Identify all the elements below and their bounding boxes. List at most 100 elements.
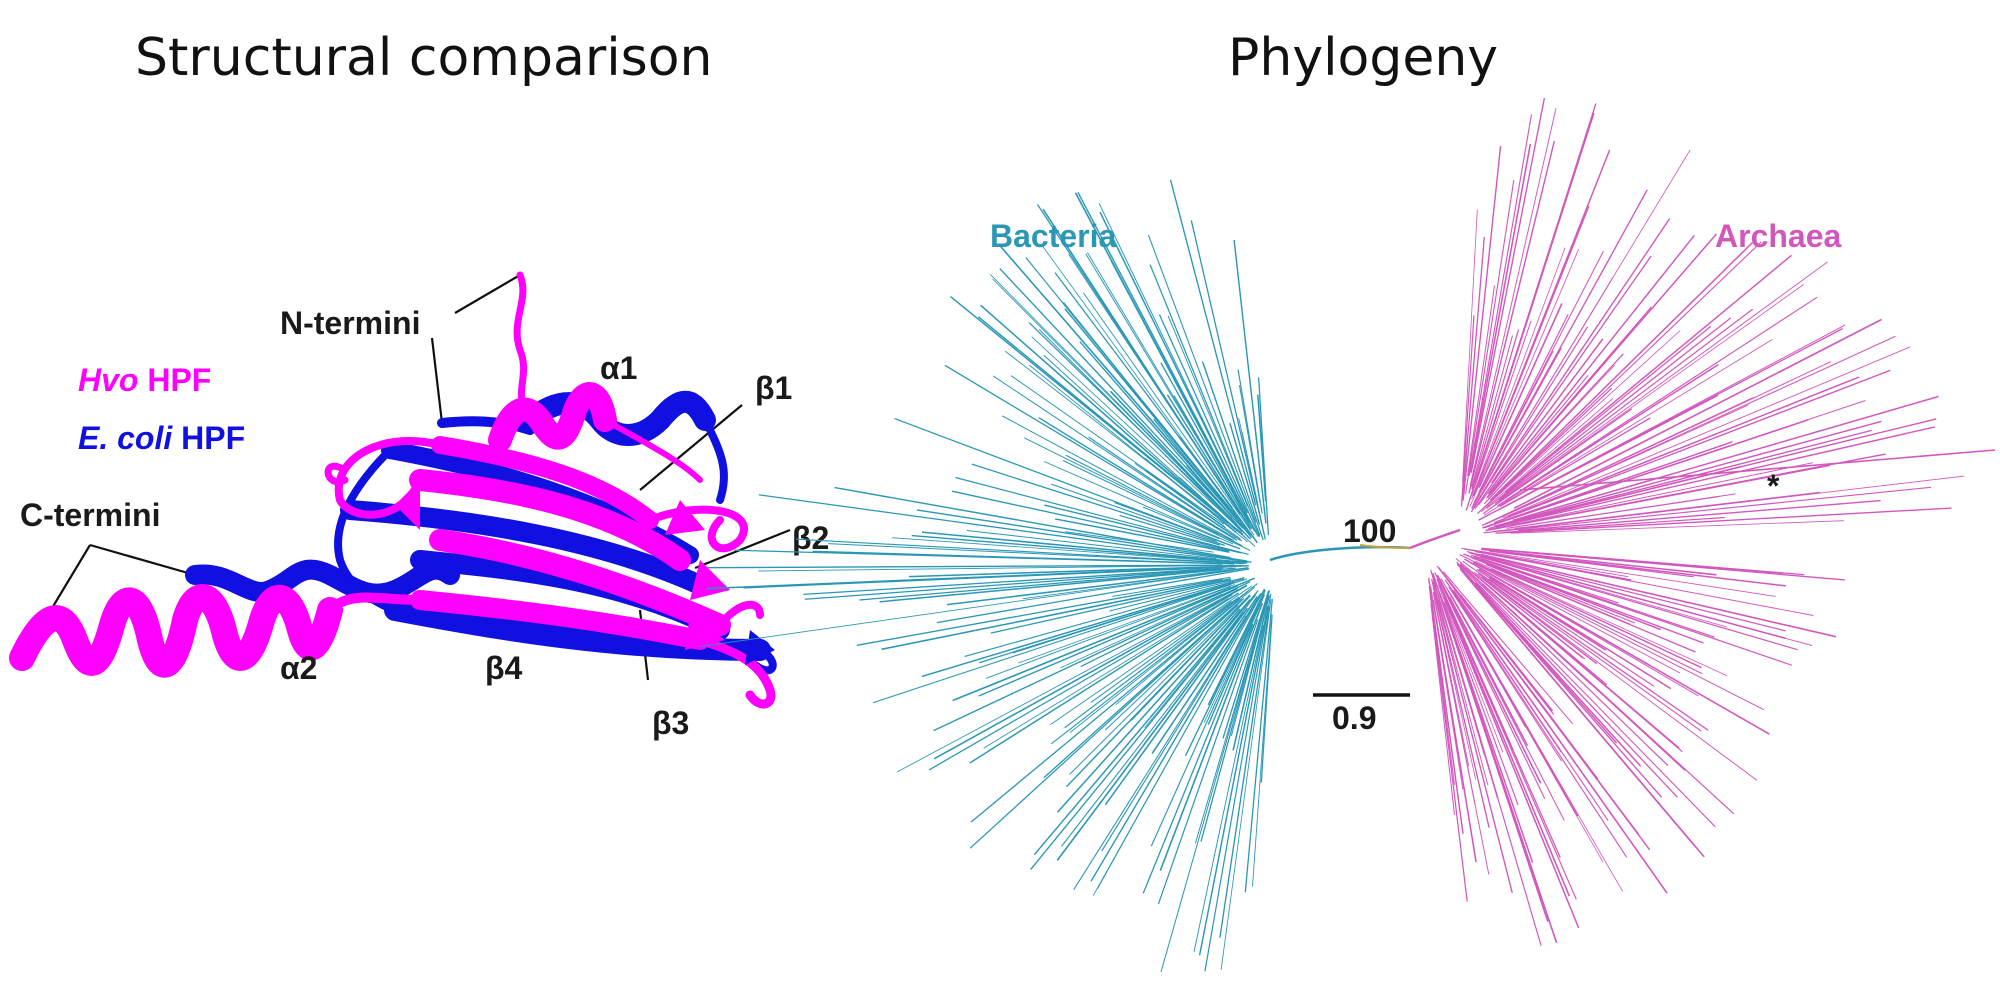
bacteria-branch [1169,179,1257,506]
bacteria-branch [1253,422,1267,524]
archaea-branch [1489,572,1770,735]
bacteria-branch [1157,619,1259,905]
bacteria-branch [1043,598,1243,779]
bacteria-branch [859,567,1236,601]
archaea-branch [1465,559,1699,697]
bacteria-branch [928,594,1233,771]
bacteria-branch [1204,593,1272,972]
bacteria-branch [970,598,1241,823]
archaea-branch [1430,603,1456,815]
archaea-clade-label: Archaea [1715,218,1842,254]
archaea-branch [1436,574,1542,784]
bacteria-branch [1104,607,1249,806]
bacteria-branch [992,278,1237,524]
central-branch [1359,544,1411,549]
archaea-branch [1495,465,1742,528]
bacteria-branch [1033,599,1251,856]
archaea-branch [1483,408,1633,514]
archaea-branch [1440,578,1527,728]
archaea-branch [1477,387,1613,515]
archaea-branch [1473,561,1765,711]
bacteria-branch [1207,589,1266,706]
bacteria-branch [1194,601,1267,844]
archaea-branch [1512,395,1939,522]
archaea-branch [1488,578,1709,731]
bacteria-branch [985,586,1231,679]
bacteria-branch [804,568,1221,600]
legend-hvo-species: Hvo [78,362,139,398]
alpha1-label: α1 [600,350,638,386]
archaea-branch [1471,329,1520,490]
bacteria-branch [1012,578,1247,654]
bacteria-branch [969,592,1239,764]
archaea-branch [1428,586,1468,902]
archaea-branch [1480,553,1837,638]
bacteria-branch [1238,417,1266,537]
bacteria-branch [894,418,1241,550]
archaea-branch [1485,330,1681,507]
bacteria-branches [699,179,1273,973]
bacteria-branch [1193,625,1264,952]
archaea-branch [1443,594,1577,900]
bacteria-branch [1030,590,1259,871]
bacteria-branch [758,494,1252,563]
archaea-branch [1432,573,1558,944]
archaea-branch [1481,398,1614,513]
bacteria-branch [955,476,1249,555]
bacteria-branch [1219,605,1271,938]
bacteria-branch [1244,598,1273,893]
bacteria-branch [1074,192,1256,532]
bacteria-branch [978,585,1238,697]
archaea-branch [1499,417,1651,507]
archaea-branch [1492,550,1786,587]
bacteria-branch [1104,604,1239,731]
archaea-branch [1443,571,1574,725]
archaea-stem [1409,528,1461,550]
bacteria-branch [999,268,1244,530]
bacteria-branch [706,565,1233,590]
bacteria-branch [1088,436,1243,542]
archaea-branch [1462,560,1702,732]
archaea-branch [1472,350,1554,506]
bacteria-branch [989,274,1235,521]
bacteria-branch [1232,595,1270,751]
bacteria-branch [1023,437,1220,536]
bacteria-branch [1203,363,1255,514]
bacteria-branch [1134,463,1241,540]
hvo-hpf-ribbon [9,271,776,709]
bacteria-branch [1001,415,1234,541]
archaea-branch [1461,237,1485,502]
bacteria-branch [1092,619,1248,896]
bacteria-branch [1054,518,1230,553]
archaea-branch [1459,554,1703,675]
archaea-branch [1460,315,1475,507]
bacteria-branch [1044,504,1242,554]
legend-hvo-suffix: HPF [138,362,212,398]
bacteria-branch [1050,483,1217,543]
archaea-branch [1432,591,1490,875]
bacteria-branch [947,567,1249,606]
bacteria-branch [966,530,1217,560]
archaea-branch [1507,376,1860,518]
bacteria-branch [1062,460,1251,551]
beta1-label: β1 [755,370,793,406]
bacteria-branch [1022,569,1240,600]
archaea-branch [1474,560,1728,677]
bacteria-branch [1018,584,1236,664]
archaea-branch [1466,567,1683,753]
bacteria-branch [969,597,1245,849]
archaea-branch [1474,571,1584,659]
bacteria-branch [1065,595,1251,788]
archaea-branch [1491,566,1696,653]
archaea-branch [1430,569,1486,756]
archaea-branch [1431,578,1490,828]
bacteria-branch [796,538,1242,564]
long-archaea-branch [1519,449,1996,491]
bacteria-branch [1220,599,1272,970]
bacteria-branch [933,581,1251,732]
archaea-branch [1462,209,1478,484]
bacteria-branch [1080,588,1238,668]
bacteria-branch [1025,257,1248,530]
structural-panel-title: Structural comparison [135,28,713,88]
